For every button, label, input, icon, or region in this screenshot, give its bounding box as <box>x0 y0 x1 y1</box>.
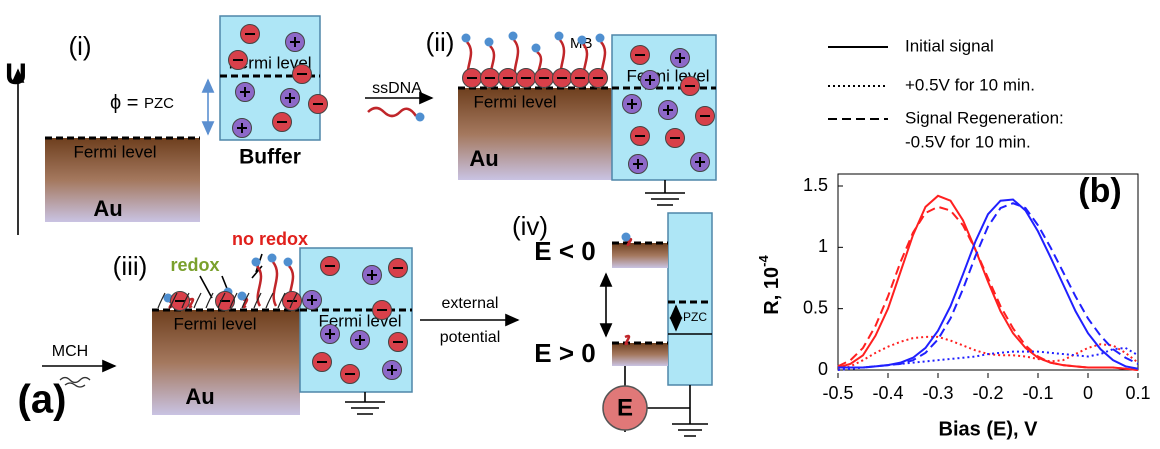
step-label: (ii) <box>426 27 455 57</box>
arrow-label: external <box>442 295 499 312</box>
metal-label: Au <box>93 196 122 221</box>
y-tick-label: 0 <box>818 359 828 379</box>
figure: U (i) Fermi level Au Fermi level Buffer … <box>0 0 1160 449</box>
buffer-block <box>668 213 712 385</box>
x-tick-label: -0.3 <box>922 383 953 403</box>
phi-label: ϕ = PZC <box>110 92 174 114</box>
dna-tag <box>284 258 293 267</box>
metal-block <box>612 343 668 366</box>
phi-value: PZC <box>144 95 174 112</box>
mch-chain <box>194 293 201 308</box>
arrow-label: ssDNA <box>372 80 422 97</box>
dna-tag <box>622 233 631 242</box>
metal-label: Au <box>185 384 214 409</box>
series-line <box>838 207 1138 370</box>
buffer-label: Buffer <box>239 146 301 169</box>
y-tick-label: 0.5 <box>803 297 828 317</box>
source-label: E <box>617 394 633 421</box>
series-line <box>838 196 1138 370</box>
y-axis-title: R, 10-4 <box>756 255 783 315</box>
metal-block <box>612 243 668 268</box>
x-axis-title: Bias (E), V <box>939 418 1039 440</box>
metal-label: Au <box>469 146 498 171</box>
x-tick-label: 0 <box>1083 383 1093 403</box>
mch-chain <box>158 293 165 308</box>
dna-strand <box>273 262 277 306</box>
dna-tag <box>252 258 261 267</box>
y-axis-title-exponent: -4 <box>756 255 771 267</box>
legend-label: -0.5V for 10 min. <box>905 132 1031 151</box>
pzc-label: PZC <box>683 310 707 324</box>
ground <box>345 392 385 414</box>
step-label: (i) <box>68 31 91 61</box>
dna-tag <box>268 254 277 263</box>
fermi-label: Fermi level <box>173 314 256 333</box>
legend-label: Signal Regeneration: <box>905 108 1064 127</box>
panel-label: (a) <box>18 378 67 422</box>
x-tick-label: -0.2 <box>972 383 1003 403</box>
x-tick-label: -0.4 <box>872 383 903 403</box>
energy-label: U <box>5 58 27 91</box>
chart: (b) Bias (E), V R, 10-4 0 0.5 1 1.5 -0.5 -0.4… <box>756 36 1150 440</box>
dna-tag <box>532 44 541 53</box>
redox-label: redox <box>170 255 219 275</box>
x-tick-label: 0.1 <box>1125 383 1150 403</box>
fermi-label: Fermi level <box>73 142 156 161</box>
dna-tag <box>485 38 494 47</box>
fermi-label: Fermi level <box>473 92 556 111</box>
dna-tag <box>596 34 605 43</box>
legend-label: Initial signal <box>905 36 994 55</box>
no-redox-label: no redox <box>232 229 308 249</box>
arrow-label: MCH <box>52 343 88 360</box>
dna-icon <box>368 108 416 116</box>
dna-tag <box>555 32 564 41</box>
dna-tag <box>578 36 587 45</box>
x-tick-label: -0.1 <box>1022 383 1053 403</box>
phi-symbol: ϕ = <box>110 92 144 114</box>
arrow-label: potential <box>440 329 501 346</box>
panel-label: (b) <box>1078 172 1121 210</box>
x-tick-label: -0.5 <box>822 383 853 403</box>
y-tick-label: 1 <box>818 236 828 256</box>
dna-tag <box>509 32 518 41</box>
step-label: (iii) <box>113 251 148 281</box>
state-label: E < 0 <box>534 236 595 266</box>
mch-chain <box>266 293 273 308</box>
y-axis-title-text: R, 10 <box>761 267 783 315</box>
dna-tag <box>462 34 471 43</box>
legend-label: +0.5V for 10 min. <box>905 75 1035 94</box>
state-label: E > 0 <box>534 338 595 368</box>
y-tick-label: 1.5 <box>803 175 828 195</box>
dna-tag <box>416 113 425 122</box>
mch-chain <box>206 293 213 308</box>
series-line <box>838 203 1138 367</box>
ground <box>645 180 685 205</box>
dna-tag <box>238 292 247 301</box>
diagram: U (i) Fermi level Au Fermi level Buffer … <box>5 16 716 436</box>
